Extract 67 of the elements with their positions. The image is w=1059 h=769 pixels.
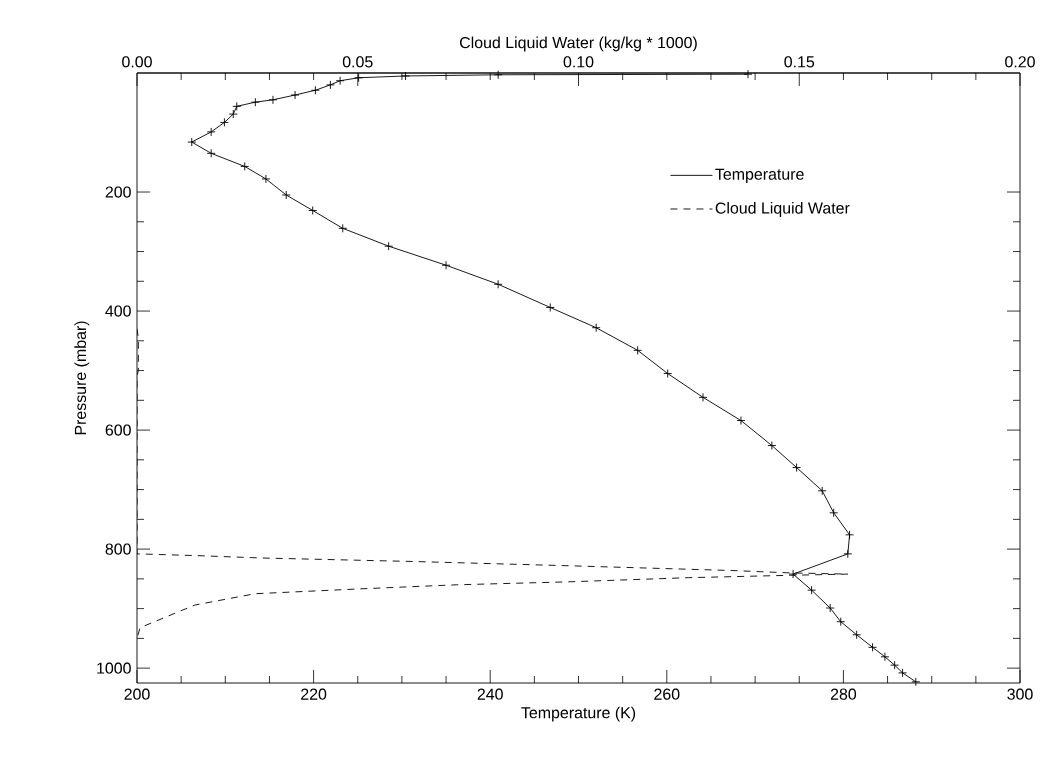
point — [845, 530, 855, 540]
x-axis-title: Temperature (K) — [521, 706, 636, 722]
point — [911, 677, 921, 687]
y-tick-label: 600 — [105, 424, 131, 436]
x2-tick-label: 0.15 — [784, 56, 815, 68]
y-tick-label: 400 — [105, 305, 131, 317]
point — [868, 642, 877, 652]
point — [187, 137, 197, 147]
point — [788, 569, 798, 579]
x-tick-label: 220 — [301, 688, 327, 700]
x2-tick-label: 0.05 — [342, 56, 373, 68]
point — [767, 441, 777, 450]
point — [325, 80, 335, 90]
point — [384, 241, 394, 251]
point — [852, 630, 862, 640]
point — [591, 323, 601, 333]
point — [545, 303, 555, 312]
point — [250, 97, 260, 107]
point — [807, 585, 817, 595]
point — [240, 161, 250, 171]
point — [843, 549, 853, 559]
point — [261, 174, 271, 184]
x-tick-label: 280 — [830, 688, 857, 700]
point — [338, 223, 348, 233]
point — [493, 70, 503, 80]
legend-label: Cloud Liquid Water — [715, 202, 850, 217]
point — [290, 90, 300, 100]
point — [829, 508, 839, 518]
point — [663, 369, 673, 378]
point — [206, 148, 216, 158]
point — [206, 127, 216, 137]
point — [743, 69, 753, 79]
x-tick-label: 200 — [124, 688, 150, 700]
point — [817, 486, 827, 496]
point — [228, 109, 238, 119]
x2-tick-label: 0.10 — [563, 56, 594, 68]
x-tick-label: 240 — [477, 688, 503, 700]
x2-tick-label: 0.20 — [1005, 56, 1035, 68]
x-tick-label: 300 — [1007, 688, 1033, 700]
y-tick-label: 800 — [105, 543, 131, 555]
point — [633, 345, 643, 355]
y-tick-label: 1000 — [97, 662, 131, 674]
point — [836, 617, 846, 627]
point — [232, 101, 242, 111]
point — [493, 279, 503, 289]
point — [792, 463, 802, 473]
point — [335, 76, 345, 86]
point — [890, 660, 900, 670]
point — [441, 260, 451, 270]
point — [736, 416, 746, 425]
point — [310, 85, 320, 95]
point — [825, 603, 835, 613]
point — [898, 668, 908, 678]
legend-label: Temperature — [715, 168, 804, 183]
point — [219, 117, 229, 127]
point — [698, 392, 708, 402]
point — [354, 73, 364, 83]
y-tick-label: 200 — [105, 186, 131, 198]
x2-axis-title: Cloud Liquid Water (kg/kg * 1000) — [460, 36, 697, 52]
x-tick-label: 260 — [654, 688, 680, 700]
point — [880, 652, 890, 662]
y-axis-title: Pressure (mbar) — [74, 321, 90, 435]
x2-tick-label: 0.00 — [122, 56, 152, 68]
point — [268, 95, 278, 105]
point — [400, 71, 410, 81]
point — [281, 190, 291, 200]
point — [308, 206, 318, 215]
